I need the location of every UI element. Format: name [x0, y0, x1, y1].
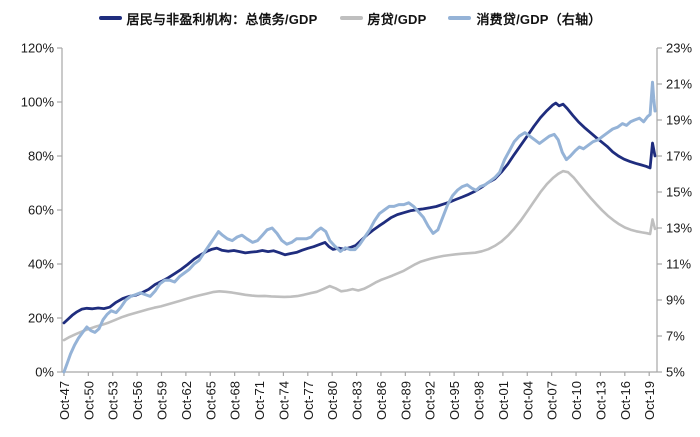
right-axis-tick-label: 17% — [666, 149, 692, 164]
x-axis-tick-label: Oct-07 — [545, 381, 560, 420]
series-line-1 — [62, 169, 657, 342]
x-axis-tick-label: Oct-04 — [520, 381, 535, 420]
left-axis-tick-label: 60% — [28, 203, 54, 218]
right-axis-tick-label: 23% — [666, 41, 692, 56]
x-axis-tick-label: Oct-10 — [569, 381, 584, 420]
legend-item: 居民与非盈利机构：总债务/GDP — [98, 9, 318, 28]
x-axis-tick-label: Oct-92 — [423, 381, 438, 420]
x-axis-tick-label: Oct-86 — [374, 381, 389, 420]
x-axis-tick-label: Oct-16 — [618, 381, 633, 420]
right-axis-tick-label: 11% — [666, 257, 691, 272]
left-axis-tick-label: 100% — [21, 95, 55, 110]
right-axis-tick-label: 9% — [666, 293, 685, 308]
left-axis-tick-label: 80% — [28, 149, 54, 164]
series-line-2 — [62, 80, 657, 374]
left-axis-tick-label: 20% — [28, 311, 54, 326]
legend-swatch — [339, 16, 363, 20]
x-axis-tick-label: Oct-80 — [325, 381, 340, 420]
legend-item: 房贷/GDP — [339, 9, 427, 28]
x-axis-tick-label: Oct-53 — [106, 381, 121, 420]
right-axis-tick-label: 15% — [666, 185, 692, 200]
x-axis-tick-label: Oct-77 — [301, 381, 316, 420]
legend-swatch — [98, 16, 122, 20]
x-axis-tick-label: Oct-95 — [447, 381, 462, 420]
x-axis-tick-label: Oct-74 — [276, 381, 291, 420]
x-axis-tick-label: Oct-98 — [472, 381, 487, 420]
x-axis-tick-label: Oct-62 — [179, 381, 194, 420]
legend-swatch — [448, 16, 472, 20]
right-axis-tick-label: 13% — [666, 221, 692, 236]
x-axis-tick-label: Oct-71 — [252, 381, 267, 420]
x-axis-tick-label: Oct-01 — [496, 381, 511, 420]
legend-label: 消费贷/GDP（右轴） — [476, 11, 602, 27]
x-axis-tick-label: Oct-83 — [350, 381, 365, 420]
left-axis-tick-label: 40% — [28, 257, 54, 272]
x-axis-tick-label: Oct-59 — [154, 381, 169, 420]
legend: 居民与非盈利机构：总债务/GDP 房贷/GDP 消费贷/GDP（右轴） — [0, 7, 700, 29]
x-axis-tick-label: Oct-47 — [57, 381, 72, 420]
right-axis-tick-label: 19% — [666, 113, 692, 128]
right-axis-tick-label: 5% — [666, 365, 685, 380]
x-axis-tick-label: Oct-89 — [398, 381, 413, 420]
left-axis-tick-label: 0% — [35, 365, 54, 380]
x-axis-tick-label: Oct-56 — [130, 381, 145, 420]
legend-item: 消费贷/GDP（右轴） — [448, 9, 601, 28]
legend-label: 居民与非盈利机构：总债务/GDP — [126, 11, 318, 27]
legend-label: 房贷/GDP — [367, 11, 427, 27]
x-axis-tick-label: Oct-13 — [593, 381, 608, 420]
x-axis-tick-label: Oct-19 — [642, 381, 657, 420]
right-axis-tick-label: 21% — [666, 77, 692, 92]
left-axis-tick-label: 120% — [21, 41, 55, 56]
x-axis-tick-label: Oct-68 — [228, 381, 243, 420]
x-axis-tick-label: Oct-65 — [203, 381, 218, 420]
right-axis-tick-label: 7% — [666, 329, 685, 344]
x-axis-tick-label: Oct-50 — [81, 381, 96, 420]
